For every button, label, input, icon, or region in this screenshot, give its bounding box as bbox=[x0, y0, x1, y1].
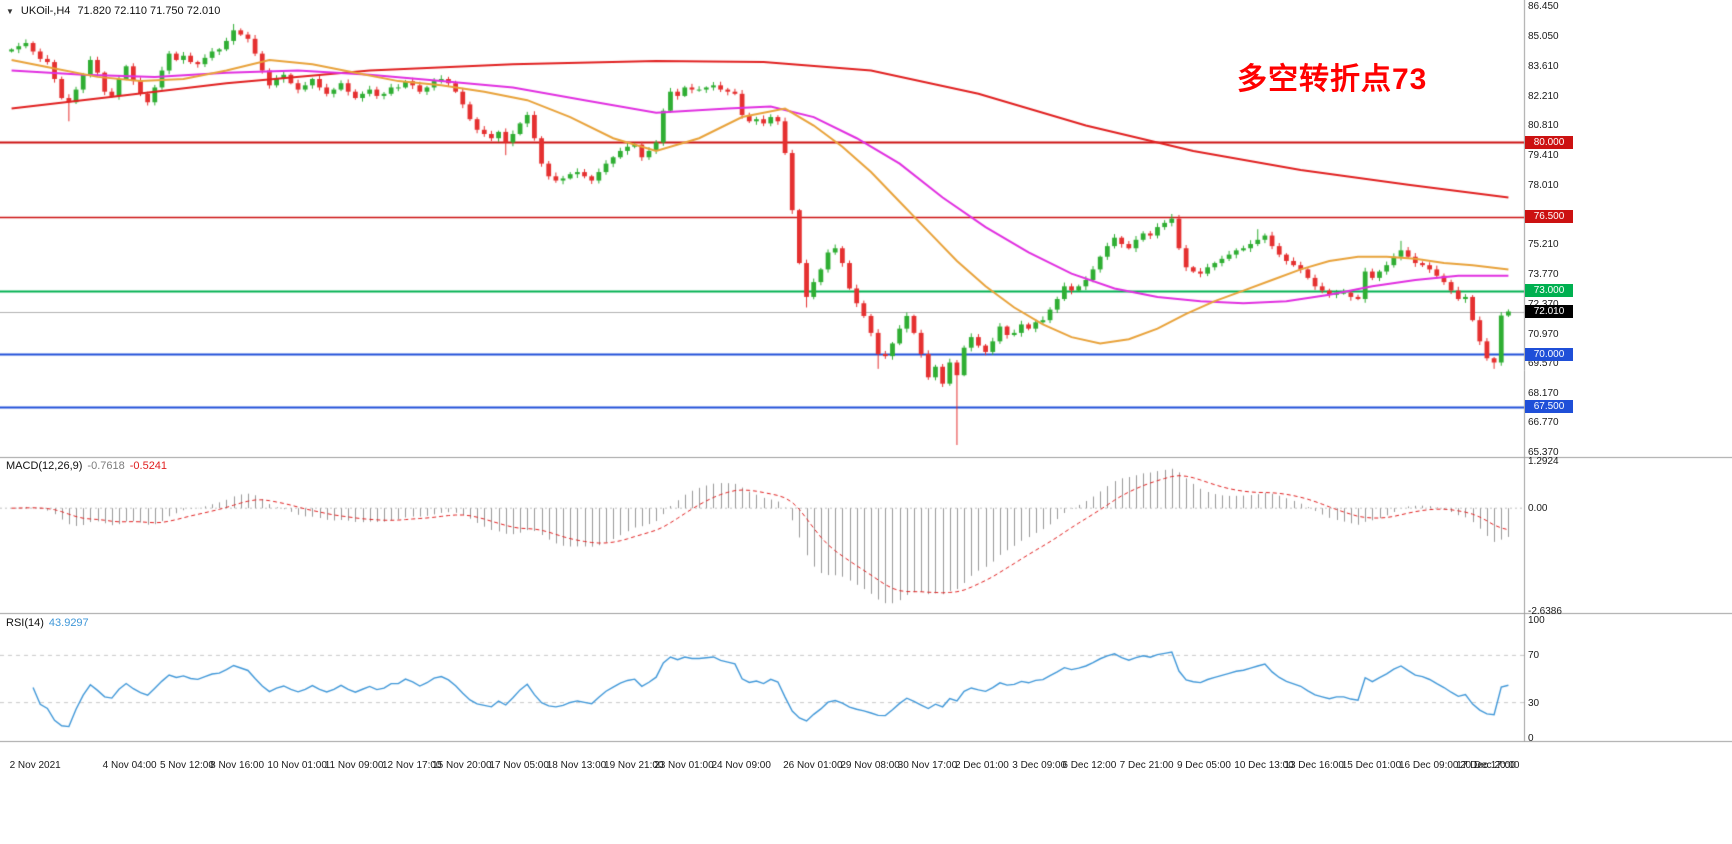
time-axis-label: 3 Dec 09:00 bbox=[1012, 760, 1067, 771]
time-axis-label: 2 Dec 01:00 bbox=[954, 760, 1009, 771]
price-axis-label: 66.770 bbox=[1528, 417, 1559, 429]
time-axis-label: 10 Dec 13:00 bbox=[1234, 760, 1294, 771]
price-axis-label: 78.010 bbox=[1528, 179, 1559, 191]
time-axis-label: 16 Dec 09:00 bbox=[1398, 760, 1459, 771]
macd-main-value: -0.7618 bbox=[87, 460, 125, 472]
price-axis-label: 83.610 bbox=[1528, 61, 1559, 73]
time-axis-label: 15 Dec 01:00 bbox=[1341, 760, 1402, 771]
time-axis-label: 13 Dec 16:00 bbox=[1284, 760, 1344, 771]
time-axis-label: 18 Nov 13:00 bbox=[546, 760, 607, 771]
current-price-badge: 72.010 bbox=[1525, 305, 1573, 318]
rsi-axis-label: 0 bbox=[1528, 733, 1534, 744]
chart-title: ▼ UKOil-,H4 71.820 72.110 71.750 72.010 bbox=[6, 5, 220, 17]
time-axis-label: 30 Nov 17:00 bbox=[897, 760, 958, 771]
macd-name: MACD(12,26,9) bbox=[6, 460, 83, 472]
price-axis-label: 82.210 bbox=[1528, 90, 1559, 102]
time-axis-label: 29 Nov 08:00 bbox=[840, 760, 900, 771]
rsi-value: 43.9297 bbox=[48, 617, 89, 629]
price-axis-label: 65.370 bbox=[1528, 447, 1559, 458]
time-axis-label: 17 Dec 17:00 bbox=[1456, 760, 1516, 771]
level-badge: 70.000 bbox=[1525, 347, 1573, 361]
time-axis-label: 5 Nov 12:00 bbox=[159, 760, 214, 771]
time-axis-label: 19 Nov 21:00 bbox=[604, 760, 664, 771]
time-axis-label: 20 Dec 20:00 bbox=[1460, 760, 1520, 771]
symbol-period-label: UKOil-,H4 bbox=[20, 5, 71, 17]
rsi-name: RSI(14) bbox=[6, 617, 44, 629]
rsi-axis-label: 30 bbox=[1528, 697, 1540, 709]
collapse-icon[interactable]: ▼ bbox=[6, 6, 14, 16]
macd-axis-label: 0.00 bbox=[1528, 503, 1548, 515]
time-axis-label: 4 Nov 04:00 bbox=[102, 760, 157, 771]
level-badge: 76.500 bbox=[1525, 210, 1573, 224]
time-axis-label: 2 Nov 2021 bbox=[9, 760, 61, 771]
level-badge: 80.000 bbox=[1525, 135, 1573, 149]
macd-axis-label: -2.6386 bbox=[1528, 606, 1562, 617]
time-axis-label: 26 Nov 01:00 bbox=[783, 760, 843, 771]
rsi-axis-label: 70 bbox=[1528, 650, 1540, 662]
time-axis-label: 12 Nov 17:00 bbox=[382, 760, 442, 771]
price-axis-label: 73.770 bbox=[1528, 269, 1559, 281]
time-axis-label: 24 Nov 09:00 bbox=[711, 760, 771, 771]
macd-axis-label: 1.2924 bbox=[1528, 456, 1559, 467]
level-badge: 67.500 bbox=[1525, 400, 1573, 414]
price-axis-label: 69.570 bbox=[1528, 358, 1559, 370]
price-axis-label: 68.170 bbox=[1528, 387, 1559, 399]
price-axis-label: 75.210 bbox=[1528, 238, 1559, 250]
time-axis-label: 8 Nov 16:00 bbox=[210, 760, 265, 771]
rsi-axis-label: 100 bbox=[1528, 615, 1545, 626]
time-axis-label: 15 Nov 20:00 bbox=[432, 760, 492, 771]
annotation-text: 多空转折点73 bbox=[1237, 63, 1428, 96]
level-badge: 73.000 bbox=[1525, 284, 1573, 298]
time-axis-label: 9 Dec 05:00 bbox=[1176, 760, 1231, 771]
time-axis-label: 23 Nov 01:00 bbox=[654, 760, 714, 771]
price-axis-label: 86.450 bbox=[1528, 1, 1559, 12]
time-axis-label: 7 Dec 21:00 bbox=[1119, 760, 1174, 771]
price-axis-label: 85.050 bbox=[1528, 30, 1559, 42]
ohlc-values: 71.820 72.110 71.750 72.010 bbox=[77, 5, 221, 17]
rsi-indicator-label: RSI(14) 43.9297 bbox=[6, 617, 94, 629]
macd-indicator-label: MACD(12,26,9) -0.7618 -0.5241 bbox=[6, 460, 172, 472]
price-axis-label: 72.370 bbox=[1528, 299, 1559, 310]
time-axis-label: 6 Dec 12:00 bbox=[1062, 760, 1117, 771]
time-axis-label: 11 Nov 09:00 bbox=[324, 760, 384, 771]
price-axis-label: 80.810 bbox=[1528, 120, 1559, 132]
time-axis-label: 10 Nov 01:00 bbox=[267, 760, 327, 771]
price-axis-label: 79.410 bbox=[1528, 149, 1559, 161]
time-axis-label: 17 Nov 05:00 bbox=[489, 760, 549, 771]
price-axis-label: 70.970 bbox=[1528, 328, 1559, 340]
macd-signal-value: -0.5241 bbox=[129, 460, 168, 472]
